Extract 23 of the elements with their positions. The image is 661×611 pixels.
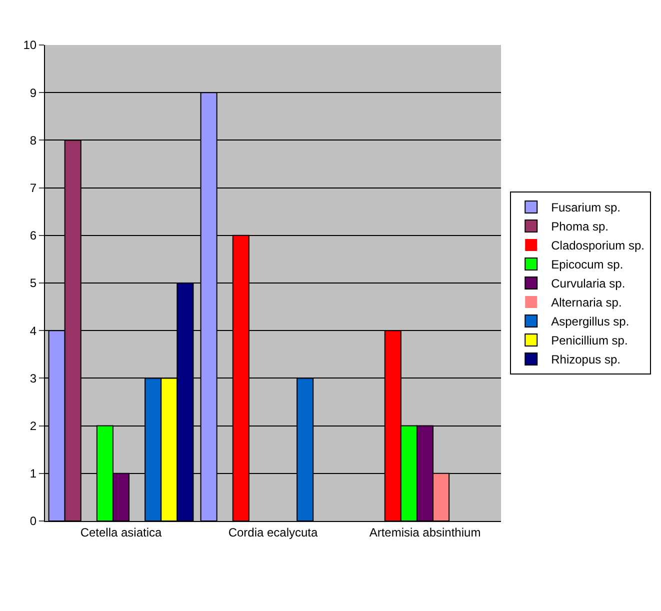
legend-label: Penicillium sp. — [551, 334, 628, 348]
legend-label: Rhizopus sp. — [551, 352, 620, 367]
y-tick-label: 7 — [30, 181, 37, 195]
y-tick-label: 10 — [23, 38, 37, 52]
y-tick-label: 6 — [30, 228, 37, 243]
x-tick-label: Cordia ecalycuta — [228, 525, 318, 540]
y-tick-label: 5 — [30, 276, 37, 290]
legend-label: Phoma sp. — [551, 220, 608, 234]
x-tick-label: Artemisia absinthium — [369, 525, 481, 540]
x-tick-label: Cetella asiatica — [80, 525, 162, 540]
y-tick-label: 8 — [30, 133, 37, 148]
y-tick-label: 9 — [30, 86, 37, 100]
y-tick-label: 4 — [30, 324, 37, 338]
legend-label: Epicocum sp. — [551, 258, 624, 272]
legend-label: Aspergillus sp. — [551, 314, 630, 329]
y-tick-label: 2 — [30, 419, 37, 433]
y-tick-label: 0 — [30, 514, 37, 528]
legend-label: Curvularia sp. — [551, 276, 626, 291]
y-tick-label: 1 — [30, 466, 37, 481]
y-tick-label: 3 — [30, 371, 37, 386]
legend-label: Fusarium sp. — [551, 200, 620, 215]
legend-label: Cladosporium sp. — [551, 238, 644, 253]
legend-label: Alternaria sp. — [551, 296, 622, 310]
